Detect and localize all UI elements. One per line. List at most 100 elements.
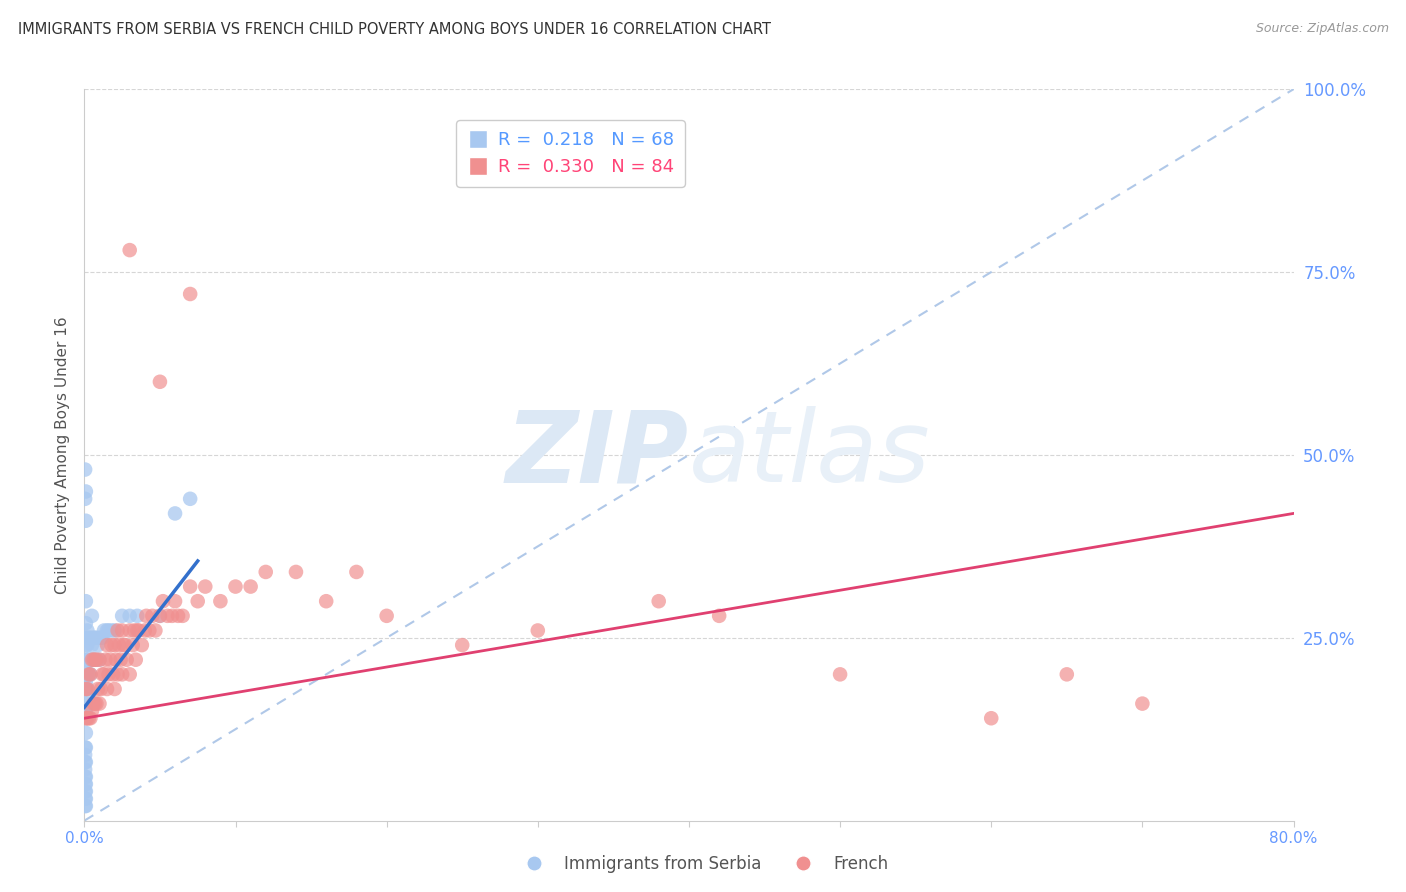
Point <box>172 608 194 623</box>
Point <box>114 638 136 652</box>
Point <box>77 667 100 681</box>
Point <box>375 608 398 623</box>
Point <box>90 681 112 696</box>
Point <box>1130 697 1153 711</box>
Point <box>96 681 118 696</box>
Point <box>75 799 97 814</box>
Point <box>75 681 97 696</box>
Point <box>75 690 97 704</box>
Point <box>75 667 97 681</box>
Point <box>82 653 104 667</box>
Point <box>86 631 108 645</box>
Point <box>75 799 97 814</box>
Point <box>82 697 104 711</box>
Point <box>152 594 174 608</box>
Point <box>86 697 108 711</box>
Point <box>80 608 103 623</box>
Point <box>104 624 127 638</box>
Point <box>239 580 262 594</box>
Point <box>96 638 118 652</box>
Point <box>149 375 172 389</box>
Point <box>75 770 97 784</box>
Point <box>179 491 201 506</box>
Point <box>110 653 132 667</box>
Point <box>225 580 247 594</box>
Point <box>118 667 141 681</box>
Point <box>179 287 201 301</box>
Point <box>100 638 122 652</box>
Point <box>980 711 1002 725</box>
Point <box>75 784 97 798</box>
Point <box>149 608 172 623</box>
Point <box>89 653 111 667</box>
Point <box>194 580 217 594</box>
Point <box>105 653 128 667</box>
Point <box>89 631 111 645</box>
Point <box>75 514 97 528</box>
Point <box>87 638 110 652</box>
Point <box>75 791 97 805</box>
Point <box>115 653 138 667</box>
Point <box>107 624 129 638</box>
Point <box>602 169 624 184</box>
Point <box>93 624 115 638</box>
Point <box>100 624 122 638</box>
Text: IMMIGRANTS FROM SERBIA VS FRENCH CHILD POVERTY AMONG BOYS UNDER 16 CORRELATION C: IMMIGRANTS FROM SERBIA VS FRENCH CHILD P… <box>18 22 772 37</box>
Point <box>97 624 120 638</box>
Point <box>77 711 100 725</box>
Point <box>76 667 98 681</box>
Point <box>285 565 308 579</box>
Point <box>111 624 134 638</box>
Point <box>75 674 97 689</box>
Point <box>165 594 187 608</box>
Point <box>527 624 550 638</box>
Point <box>111 667 134 681</box>
Point <box>76 681 98 696</box>
Point <box>91 667 114 681</box>
Point <box>75 777 97 791</box>
Legend: R =  0.218   N = 68, R =  0.330   N = 84: R = 0.218 N = 68, R = 0.330 N = 84 <box>456 120 685 186</box>
Point <box>94 653 117 667</box>
Point <box>122 624 145 638</box>
Point <box>101 667 124 681</box>
Point <box>187 594 209 608</box>
Point <box>75 704 97 718</box>
Point <box>80 704 103 718</box>
Point <box>75 711 97 725</box>
Y-axis label: Child Poverty Among Boys Under 16: Child Poverty Among Boys Under 16 <box>55 316 70 594</box>
Point <box>76 667 98 681</box>
Point <box>77 667 100 681</box>
Point <box>76 631 98 645</box>
Point <box>709 608 731 623</box>
Point <box>79 667 101 681</box>
Point <box>75 653 97 667</box>
Point <box>138 624 160 638</box>
Point <box>149 608 172 623</box>
Point <box>75 747 97 762</box>
Point <box>135 608 157 623</box>
Point <box>167 608 190 623</box>
Point <box>75 711 97 725</box>
Point <box>84 697 107 711</box>
Point <box>160 608 183 623</box>
Point <box>84 653 107 667</box>
Point <box>79 631 101 645</box>
Point <box>346 565 368 579</box>
Point <box>75 491 97 506</box>
Point <box>75 763 97 777</box>
Point <box>830 667 852 681</box>
Point <box>86 653 108 667</box>
Point <box>127 608 149 623</box>
Point <box>89 697 111 711</box>
Point <box>315 594 337 608</box>
Point <box>125 653 148 667</box>
Point <box>77 653 100 667</box>
Point <box>82 653 104 667</box>
Point <box>451 638 474 652</box>
Text: Source: ZipAtlas.com: Source: ZipAtlas.com <box>1256 22 1389 36</box>
Point <box>75 755 97 769</box>
Point <box>75 791 97 805</box>
Point <box>91 631 114 645</box>
Point <box>93 667 115 681</box>
Point <box>89 653 111 667</box>
